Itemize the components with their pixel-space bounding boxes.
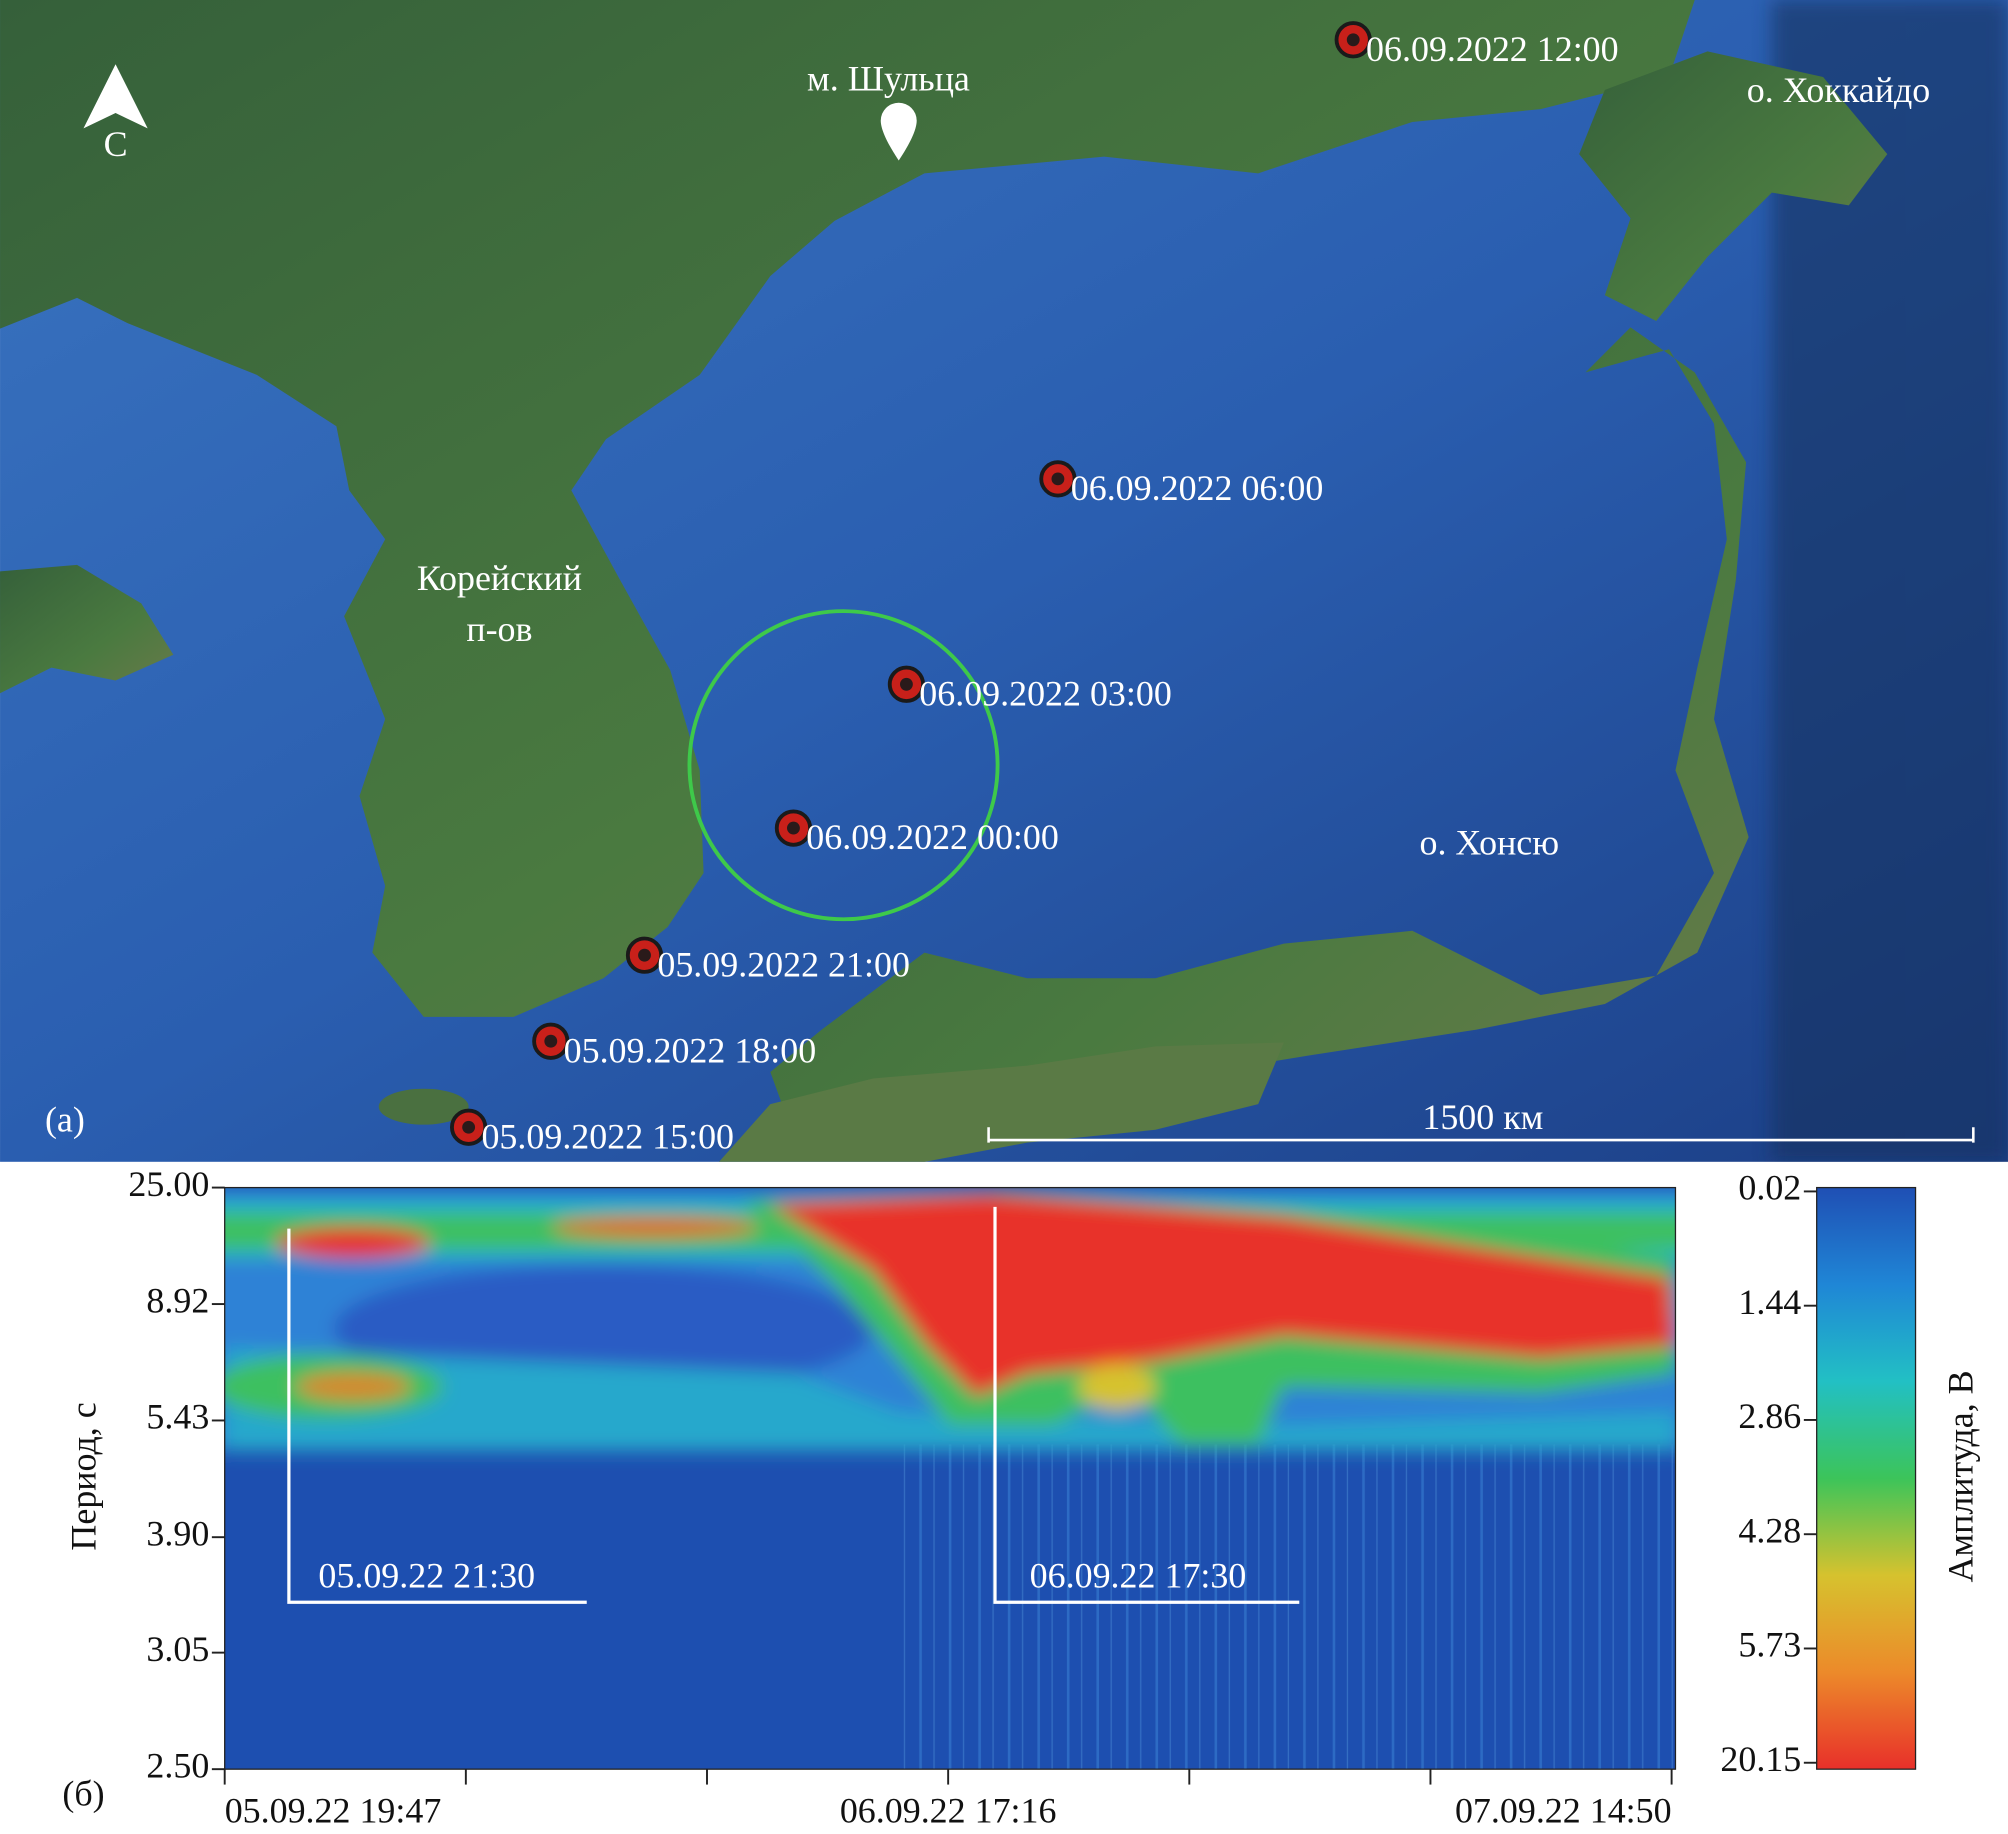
spectrogram-field [224,1187,1676,1451]
colorbar-label: Амплитуда, В [1941,1370,1981,1582]
scale-label: 1500 км [1422,1097,1543,1137]
y-axis-label: Период, с [64,1402,104,1550]
track-point-center [638,948,651,962]
y-tick-label: 2.50 [146,1745,209,1785]
hokkaido [1579,51,1888,321]
patch [295,1372,411,1401]
place-label: п-ов [466,609,532,649]
y-tick-label: 3.90 [146,1513,209,1553]
streaks [898,1444,1676,1770]
plot-frame [224,1186,1677,1770]
track-point-center [1051,472,1065,486]
map: С м. Шульца о. Хоккайдо Корейский п-ов о… [0,0,2008,1162]
colorbar-tick-label: 4.28 [1738,1510,1801,1550]
colorbar-tick-label: 20.15 [1720,1739,1801,1779]
peninsula-west [0,564,174,694]
patch [1078,1363,1156,1410]
highlight-circle [687,609,1000,922]
track-label: 06.09.2022 03:00 [919,673,1172,713]
track-label: 05.09.2022 15:00 [481,1116,734,1156]
mainland [0,0,1695,1017]
colorbar [1816,1186,1917,1770]
track-point-center [544,1034,558,1048]
track-label: 05.09.2022 18:00 [564,1030,817,1070]
track-point-center [1346,33,1360,47]
patch [224,1348,1676,1451]
north-label: С [104,124,128,164]
track-label: 06.09.2022 00:00 [806,817,1059,857]
colorbar-tick-label: 0.02 [1738,1168,1801,1208]
colorbar-tick-label: 2.86 [1738,1396,1801,1436]
shikoku-kyushu [718,1042,1284,1162]
colorbar-tick-label: 1.44 [1738,1282,1801,1322]
track: 06.09.2022 12:00 06.09.2022 06:00 06.09.20… [450,21,1619,1156]
honshu [770,327,1749,1143]
colorbar-tick-label: 5.73 [1738,1625,1801,1665]
place-label: Корейский [417,558,582,598]
annotation: 05.09.22 21:30 [318,1555,535,1595]
panel-label: (б) [62,1774,104,1814]
place-label: о. Хонсю [1419,822,1559,862]
track-label: 06.09.2022 06:00 [1071,468,1324,508]
y-tick-label: 5.43 [146,1397,209,1437]
place-label: о. Хоккайдо [1747,70,1930,110]
track-point-center [900,677,913,691]
track-point-center [462,1120,476,1134]
track-label: 05.09.2022 21:00 [657,944,910,984]
x-tick-label: 06.09.22 17:16 [840,1790,1057,1830]
track-point-center [787,821,800,835]
annotation-line [287,1228,587,1604]
scale-bar [987,1127,1975,1143]
patch [276,1227,431,1259]
y-tick-label: 25.00 [128,1164,209,1204]
cape-pin [880,102,917,161]
patch [552,1217,758,1238]
north-arrow [83,64,148,129]
jeju [378,1088,469,1125]
place-label: м. Шульца [807,58,970,98]
y-tick-label: 8.92 [146,1280,209,1320]
annotation: 06.09.22 17:30 [1030,1555,1247,1595]
spectrogram [224,1187,1676,1770]
annotation-lines [287,1206,1300,1604]
track-label: 06.09.2022 12:00 [1366,29,1619,69]
annotation-line [993,1206,1300,1604]
x-tick-label: 05.09.22 19:47 [225,1790,442,1830]
y-tick-label: 3.05 [146,1629,209,1669]
x-tick-label: 07.09.22 14:50 [1455,1790,1672,1830]
panel-label: (а) [45,1100,85,1140]
